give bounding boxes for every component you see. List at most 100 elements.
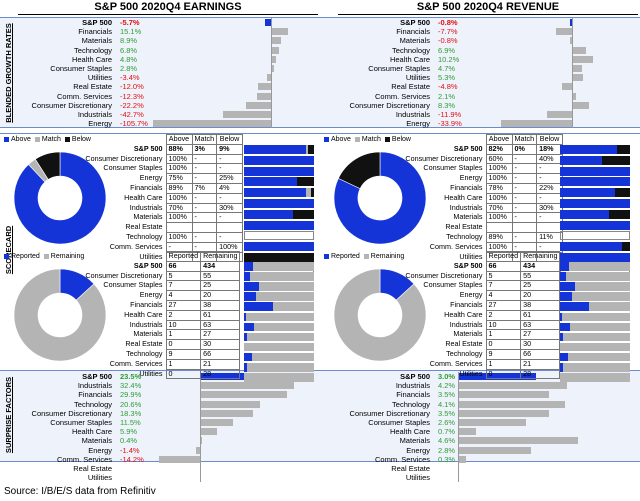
- bar-energy: [500, 120, 572, 128]
- legend-swatch-remaining: [363, 253, 369, 259]
- bar-consumer-discretionary: [572, 101, 590, 109]
- cell: -: [216, 192, 244, 204]
- legend-label-match: Match: [361, 136, 381, 143]
- slice-remaining: [333, 268, 427, 362]
- stack-remaining-energy: [560, 292, 630, 301]
- stack-above-industrials: [244, 209, 293, 219]
- row-label-consumer-staples: Consumer Staples: [368, 64, 430, 73]
- cell: -: [216, 231, 244, 243]
- cell: 100%: [165, 212, 193, 224]
- cell: 4: [485, 290, 522, 301]
- row-label: Health Care: [444, 192, 483, 202]
- stack-remaining-comm-services: [244, 363, 314, 372]
- bar-materials: [458, 437, 578, 445]
- row-value-comm-services: -12.3%: [120, 91, 144, 101]
- row-label-consumer-discretionary: Consumer Discretionary: [349, 408, 430, 418]
- cell: 4%: [216, 182, 244, 194]
- row-label-materials: Materials: [399, 436, 430, 446]
- cell: [165, 222, 193, 233]
- cell: -: [536, 192, 564, 204]
- stack-remaining-s-p-500: [244, 262, 314, 271]
- stack-reported-consumer-staples: [560, 282, 576, 291]
- row-label: S&P 500: [453, 143, 483, 153]
- row-label-comm-services: Comm. Services: [56, 91, 112, 101]
- cell: 82%: [485, 143, 513, 155]
- table-row: Utilities 0 28: [390, 368, 561, 380]
- bar-consumer-discretionary: [246, 101, 271, 109]
- row-value-materials: -0.8%: [438, 36, 458, 46]
- legend-swatch-below: [64, 136, 70, 142]
- table-row: Technology 89% -11%: [390, 231, 564, 243]
- row-label-utilities: Utilities: [405, 73, 430, 83]
- cell: 20: [200, 290, 241, 301]
- stack-above-energy: [560, 177, 630, 187]
- row-value-technology: 6.8%: [120, 45, 138, 55]
- stack-remaining-consumer-discretionary: [244, 272, 314, 281]
- stack-remaining-comm-services: [560, 363, 630, 372]
- bar-real-estate: [561, 83, 572, 91]
- bar-technology: [572, 46, 587, 54]
- stack-remaining-health-care: [560, 312, 630, 321]
- row-label-energy: Energy: [406, 119, 430, 129]
- legend-swatch-reported: [324, 253, 329, 259]
- row-label-comm-services: Comm. Services: [56, 454, 112, 464]
- row-value-energy: -33.9%: [438, 119, 462, 129]
- stack-remaining-energy: [244, 292, 314, 301]
- row-label-energy: Energy: [88, 445, 112, 455]
- zero-axis: [200, 372, 201, 483]
- legend-label-reported: Reported: [331, 253, 360, 260]
- table-row: Comm. Services 1 21: [70, 358, 241, 370]
- cell: 11%: [536, 231, 564, 243]
- cell: 0: [485, 368, 522, 380]
- cell: 9: [165, 348, 202, 360]
- bar-consumer-discretionary: [200, 409, 254, 417]
- row-label: Technology: [126, 348, 163, 358]
- row-value-health-care: 10.2%: [438, 54, 460, 64]
- header-above: Above: [485, 134, 513, 145]
- table-row: Health Care 100% - -: [390, 192, 564, 204]
- row-label: Comm. Services: [429, 241, 483, 251]
- header-remaining: Remaining: [200, 251, 241, 262]
- cell: [536, 222, 564, 233]
- row-value-technology: 4.1%: [438, 399, 456, 409]
- header-spacer: [390, 135, 486, 145]
- stack-remaining-materials: [244, 332, 314, 342]
- row-label: Financials: [130, 182, 163, 192]
- header-spacer: [70, 252, 166, 262]
- bar-s-p-500: [570, 19, 572, 26]
- table-row: S&P 500 66 434: [390, 260, 561, 272]
- header-match: Match: [511, 134, 538, 145]
- row-label: Health Care: [444, 309, 483, 319]
- cell: 30: [520, 339, 561, 350]
- stack-remaining-utilities: [244, 373, 314, 382]
- divider: [0, 133, 640, 134]
- row-label-consumer-discretionary: Consumer Discretionary: [31, 408, 112, 418]
- scorecard-donut-left: [13, 151, 107, 245]
- row-label: Utilities: [139, 368, 163, 378]
- table-header: Reported Remaining: [70, 251, 241, 262]
- row-value-s-p-500: 23.5%: [120, 372, 142, 381]
- table-row: S&P 500 66 434: [70, 260, 241, 272]
- row-label: Utilities: [139, 251, 163, 261]
- bar-financials: [458, 391, 549, 399]
- cell: 25%: [216, 173, 244, 184]
- table-row: Technology 100% - -: [70, 231, 244, 243]
- row-label: Materials: [453, 212, 483, 222]
- row-label: Technology: [446, 348, 483, 358]
- row-value-materials: 4.6%: [438, 436, 456, 446]
- bar-energy: [152, 120, 271, 128]
- legend-swatch-reported: [4, 253, 9, 259]
- row-value-real-estate: -4.8%: [438, 82, 458, 92]
- cell: 61: [520, 309, 561, 321]
- bar-consumer-staples: [458, 419, 526, 426]
- row-label: Real Estate: [125, 222, 163, 232]
- header-match: Match: [191, 134, 218, 145]
- zero-axis: [572, 18, 573, 129]
- row-label-consumer-staples: Consumer Staples: [50, 64, 112, 73]
- row-value-technology: 20.6%: [120, 399, 142, 409]
- table-row: Industrials 70% -30%: [390, 202, 564, 214]
- table-row: Health Care 100% - -: [70, 192, 244, 204]
- row-value-consumer-discretionary: 18.3%: [120, 408, 142, 418]
- stack-reported-financials: [560, 302, 590, 311]
- cell: -: [191, 192, 218, 204]
